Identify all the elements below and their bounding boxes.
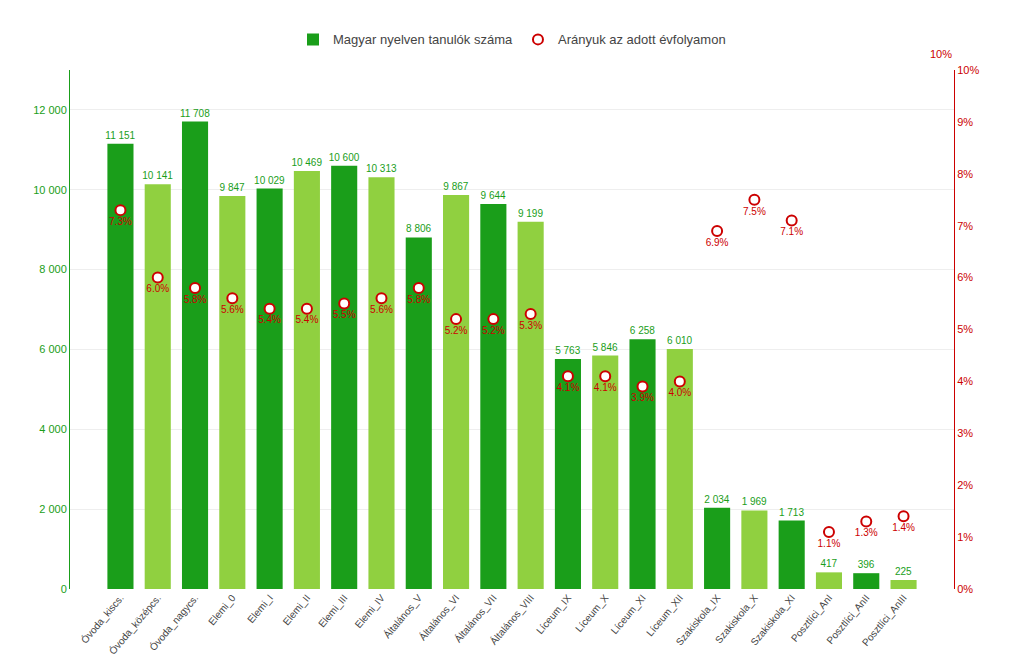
svg-text:5.8%: 5.8% [407,294,430,305]
svg-text:11 708: 11 708 [180,108,210,119]
svg-text:Óvoda_kiscs.: Óvoda_kiscs. [78,592,126,646]
svg-text:1.1%: 1.1% [818,538,841,549]
svg-text:Óvoda_középcs.: Óvoda_középcs. [106,592,163,657]
svg-text:Líceum_IX: Líceum_IX [534,592,573,636]
svg-text:4.0%: 4.0% [668,387,691,398]
svg-text:Általános_VII: Általános_VII [452,592,499,645]
svg-text:1.3%: 1.3% [855,527,878,538]
svg-text:6.0%: 6.0% [146,283,169,294]
svg-text:10%: 10% [930,48,952,60]
svg-text:5.6%: 5.6% [370,304,393,315]
svg-text:417: 417 [820,558,837,569]
svg-text:4%: 4% [957,375,973,387]
svg-text:5%: 5% [957,323,973,335]
svg-text:1%: 1% [957,531,973,543]
svg-text:Elemi_IV: Elemi_IV [353,592,387,630]
svg-text:0%: 0% [957,583,973,595]
svg-text:Általános_VI: Általános_VI [416,592,461,643]
svg-text:Szakiskola_XI: Szakiskola_XI [748,592,797,647]
svg-text:9 847: 9 847 [220,182,245,193]
svg-text:Elemi_III: Elemi_III [316,592,349,629]
svg-text:3%: 3% [957,427,973,439]
svg-text:2 000: 2 000 [39,503,67,515]
svg-text:Általános_V: Általános_V [381,592,425,641]
svg-text:7.1%: 7.1% [780,226,803,237]
svg-text:7.3%: 7.3% [109,216,132,227]
svg-text:4 000: 4 000 [39,423,67,435]
svg-text:10 313: 10 313 [366,163,397,174]
svg-text:7%: 7% [957,220,973,232]
svg-text:9%: 9% [957,116,973,128]
svg-text:10 600: 10 600 [329,152,360,163]
svg-text:Posztlíci_AnII: Posztlíci_AnII [824,592,871,645]
svg-text:Magyar nyelven tanulók száma: Magyar nyelven tanulók száma [333,32,513,47]
svg-text:Líceum_XI: Líceum_XI [609,592,648,636]
svg-text:9 644: 9 644 [481,190,506,201]
svg-text:5.2%: 5.2% [482,325,505,336]
svg-text:Elemi_0: Elemi_0 [206,592,238,627]
svg-text:7.5%: 7.5% [743,206,766,217]
svg-text:Posztlíci_AnIII: Posztlíci_AnIII [860,592,909,648]
svg-text:8%: 8% [957,168,973,180]
svg-text:10 000: 10 000 [33,184,67,196]
svg-text:6 258: 6 258 [630,325,655,336]
svg-text:Elemi_I: Elemi_I [245,592,275,625]
svg-text:5.2%: 5.2% [445,325,468,336]
svg-text:10 469: 10 469 [291,157,322,168]
svg-text:5.8%: 5.8% [184,294,207,305]
svg-text:5.4%: 5.4% [296,314,319,325]
svg-text:2 034: 2 034 [704,494,729,505]
svg-text:8 806: 8 806 [406,223,431,234]
svg-text:6 000: 6 000 [39,343,67,355]
svg-text:Posztlíci_AnI: Posztlíci_AnI [789,592,835,643]
svg-text:5.5%: 5.5% [333,309,356,320]
svg-text:Líceum_XII: Líceum_XII [644,592,685,638]
svg-text:10%: 10% [957,64,979,76]
svg-text:10 029: 10 029 [254,175,285,186]
svg-text:6 010: 6 010 [667,335,692,346]
svg-text:5 846: 5 846 [592,342,617,353]
svg-text:4.1%: 4.1% [557,382,580,393]
svg-text:6%: 6% [957,271,973,283]
svg-text:5.3%: 5.3% [519,320,542,331]
svg-text:Szakiskola_IX: Szakiskola_IX [674,592,723,647]
svg-text:8 000: 8 000 [39,263,67,275]
svg-text:4.1%: 4.1% [594,382,617,393]
svg-text:9 199: 9 199 [518,208,543,219]
svg-text:3.9%: 3.9% [631,392,654,403]
svg-text:Szakiskola_X: Szakiskola_X [713,592,760,645]
svg-text:1 713: 1 713 [779,507,804,518]
svg-text:1.4%: 1.4% [892,522,915,533]
svg-text:Arányuk az adott évfolyamon: Arányuk az adott évfolyamon [558,32,726,47]
svg-text:Líceum_X: Líceum_X [573,592,611,634]
svg-text:11 151: 11 151 [105,130,135,141]
svg-text:396: 396 [858,559,875,570]
svg-text:5.6%: 5.6% [221,304,244,315]
svg-text:Elemi_II: Elemi_II [281,592,313,627]
svg-text:9 867: 9 867 [443,181,468,192]
svg-text:Általános_VIII: Általános_VIII [487,592,536,647]
svg-text:10 141: 10 141 [142,170,173,181]
svg-text:5.4%: 5.4% [258,314,281,325]
svg-text:12 000: 12 000 [33,104,67,116]
svg-text:6.9%: 6.9% [706,237,729,248]
svg-text:225: 225 [895,566,912,577]
svg-text:1 969: 1 969 [742,496,767,507]
svg-text:5 763: 5 763 [555,345,580,356]
svg-text:0: 0 [61,583,67,595]
svg-text:Óvoda_nagycs.: Óvoda_nagycs. [147,592,201,653]
svg-text:2%: 2% [957,479,973,491]
